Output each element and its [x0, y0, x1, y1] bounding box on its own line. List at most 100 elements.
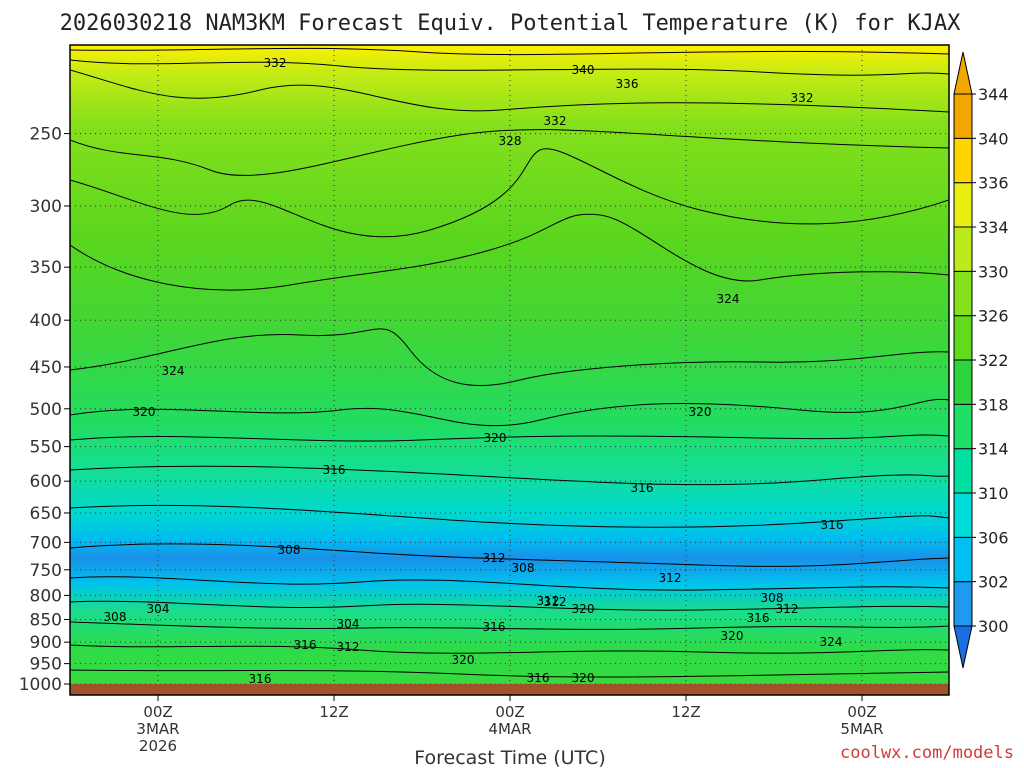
contour-label: 304	[337, 617, 360, 631]
y-tick-label: 350	[30, 258, 62, 278]
colorbar-segment	[953, 403, 973, 450]
colorbar-tick-label: 318	[978, 395, 1009, 414]
contour-label: 308	[278, 543, 301, 557]
colorbar-segment	[953, 93, 973, 139]
contour-label: 312	[337, 640, 360, 654]
contour-line-324	[70, 213, 949, 291]
colorbar-segment	[953, 270, 973, 317]
x-tick-label: 2026	[139, 737, 177, 755]
y-tick-label: 900	[30, 633, 62, 653]
contour-label: 320	[572, 671, 595, 685]
colorbar-segment	[953, 226, 973, 272]
contour-label: 312	[659, 571, 682, 585]
colorbar-segment	[953, 137, 973, 184]
y-tick-label: 800	[30, 586, 62, 606]
contour-label: 320	[572, 602, 595, 616]
y-tick-label: 1000	[19, 675, 62, 695]
contour-line-320c	[70, 669, 949, 678]
contour-line-308b	[70, 621, 949, 630]
colorbar-extend-low	[953, 625, 973, 669]
contour-label: 316	[323, 463, 346, 477]
x-tick-label: 5MAR	[840, 720, 883, 738]
contour-line-328b	[70, 148, 949, 238]
colorbar-tick-label: 306	[978, 528, 1009, 547]
contour-line-316b	[70, 504, 949, 528]
contour-label: 316	[747, 611, 770, 625]
colorbar-segment	[953, 536, 973, 583]
chart-title: 2026030218 NAM3KM Forecast Equiv. Potent…	[60, 11, 961, 36]
x-axis-label: Forecast Time (UTC)	[414, 747, 605, 768]
colorbar-tick-label: 314	[978, 440, 1009, 459]
contour-label: 316	[483, 620, 506, 634]
colorbar-tick-label: 300	[978, 617, 1009, 636]
x-tick-label: 4MAR	[488, 720, 531, 738]
contour-line-324b	[70, 328, 949, 387]
y-tick-label: 650	[30, 504, 62, 524]
contour-label: 308	[512, 561, 535, 575]
colorbar-tick-label: 322	[978, 351, 1009, 370]
y-tick-label: 550	[30, 438, 62, 458]
contour-label: 316	[249, 672, 272, 686]
x-tick-label: 00Z	[847, 703, 876, 721]
contour-label: 332	[264, 56, 287, 70]
x-tick-label: 3MAR	[136, 720, 179, 738]
contour-line-328	[70, 129, 949, 176]
y-tick-label: 300	[30, 197, 62, 217]
contour-line-304	[70, 600, 949, 611]
contour-label: 316	[821, 518, 844, 532]
contour-label: 336	[616, 77, 639, 91]
contour-label: 320	[133, 405, 156, 419]
colorbar-tick-label: 330	[978, 262, 1009, 281]
contour-label: 312	[483, 551, 506, 565]
colorbar-tick-label: 302	[978, 573, 1009, 592]
contour-label: 308	[104, 610, 127, 624]
contour-line-340	[70, 47, 949, 56]
contour-label: 320	[721, 629, 744, 643]
contour-line-336	[70, 59, 949, 76]
contour-line-320b	[70, 434, 949, 442]
x-tick-label: 00Z	[143, 703, 172, 721]
y-tick-label: 950	[30, 655, 62, 675]
contour-label: 340	[572, 63, 595, 77]
contour-label: 332	[544, 114, 567, 128]
y-tick-label: 250	[30, 125, 62, 145]
contour-line-320	[70, 398, 949, 427]
colorbar-segment	[953, 581, 973, 627]
ground	[70, 684, 949, 695]
contour-label: 308	[761, 591, 784, 605]
contour-label: 316	[527, 671, 550, 685]
colorbar-tick-label: 334	[978, 218, 1009, 237]
colorbar-tick-label: 344	[978, 85, 1009, 104]
contour-line-308	[70, 576, 949, 591]
colorbar: 300 302 306 310 314 318 322 326 330 334 336 340 344	[953, 51, 1009, 669]
x-tick-label: 12Z	[671, 703, 700, 721]
x-tick-label: 00Z	[495, 703, 524, 721]
y-tick-label: 500	[30, 400, 62, 420]
contour-line-332	[70, 69, 949, 113]
colorbar-segment	[953, 315, 973, 361]
colorbar-tick-label: 310	[978, 484, 1009, 503]
contour-label: 320	[484, 431, 507, 445]
colorbar-tick-label: 336	[978, 174, 1009, 193]
y-tick-label: 850	[30, 610, 62, 630]
contour-line-316c	[70, 644, 949, 654]
contour-label: 332	[791, 91, 814, 105]
colorbar-segment	[953, 448, 973, 494]
contour-label: 312	[776, 602, 799, 616]
colorbar-segment	[953, 182, 973, 228]
y-tick-label: 750	[30, 561, 62, 581]
contour-label: 324	[820, 635, 843, 649]
contour-label: 312	[537, 594, 560, 608]
y-axis: 250 300 350 400 450 500 550 600 650 700 750 800 850 9…	[19, 125, 70, 695]
contour-label: 320	[452, 653, 475, 667]
colorbar-segment	[953, 492, 973, 538]
colorbar-segment	[953, 359, 973, 405]
contour-label: 316	[631, 481, 654, 495]
contour-line-312	[70, 543, 949, 567]
y-tick-label: 450	[30, 358, 62, 378]
contour-label: 320	[689, 405, 712, 419]
colorbar-extend-high	[953, 51, 973, 95]
